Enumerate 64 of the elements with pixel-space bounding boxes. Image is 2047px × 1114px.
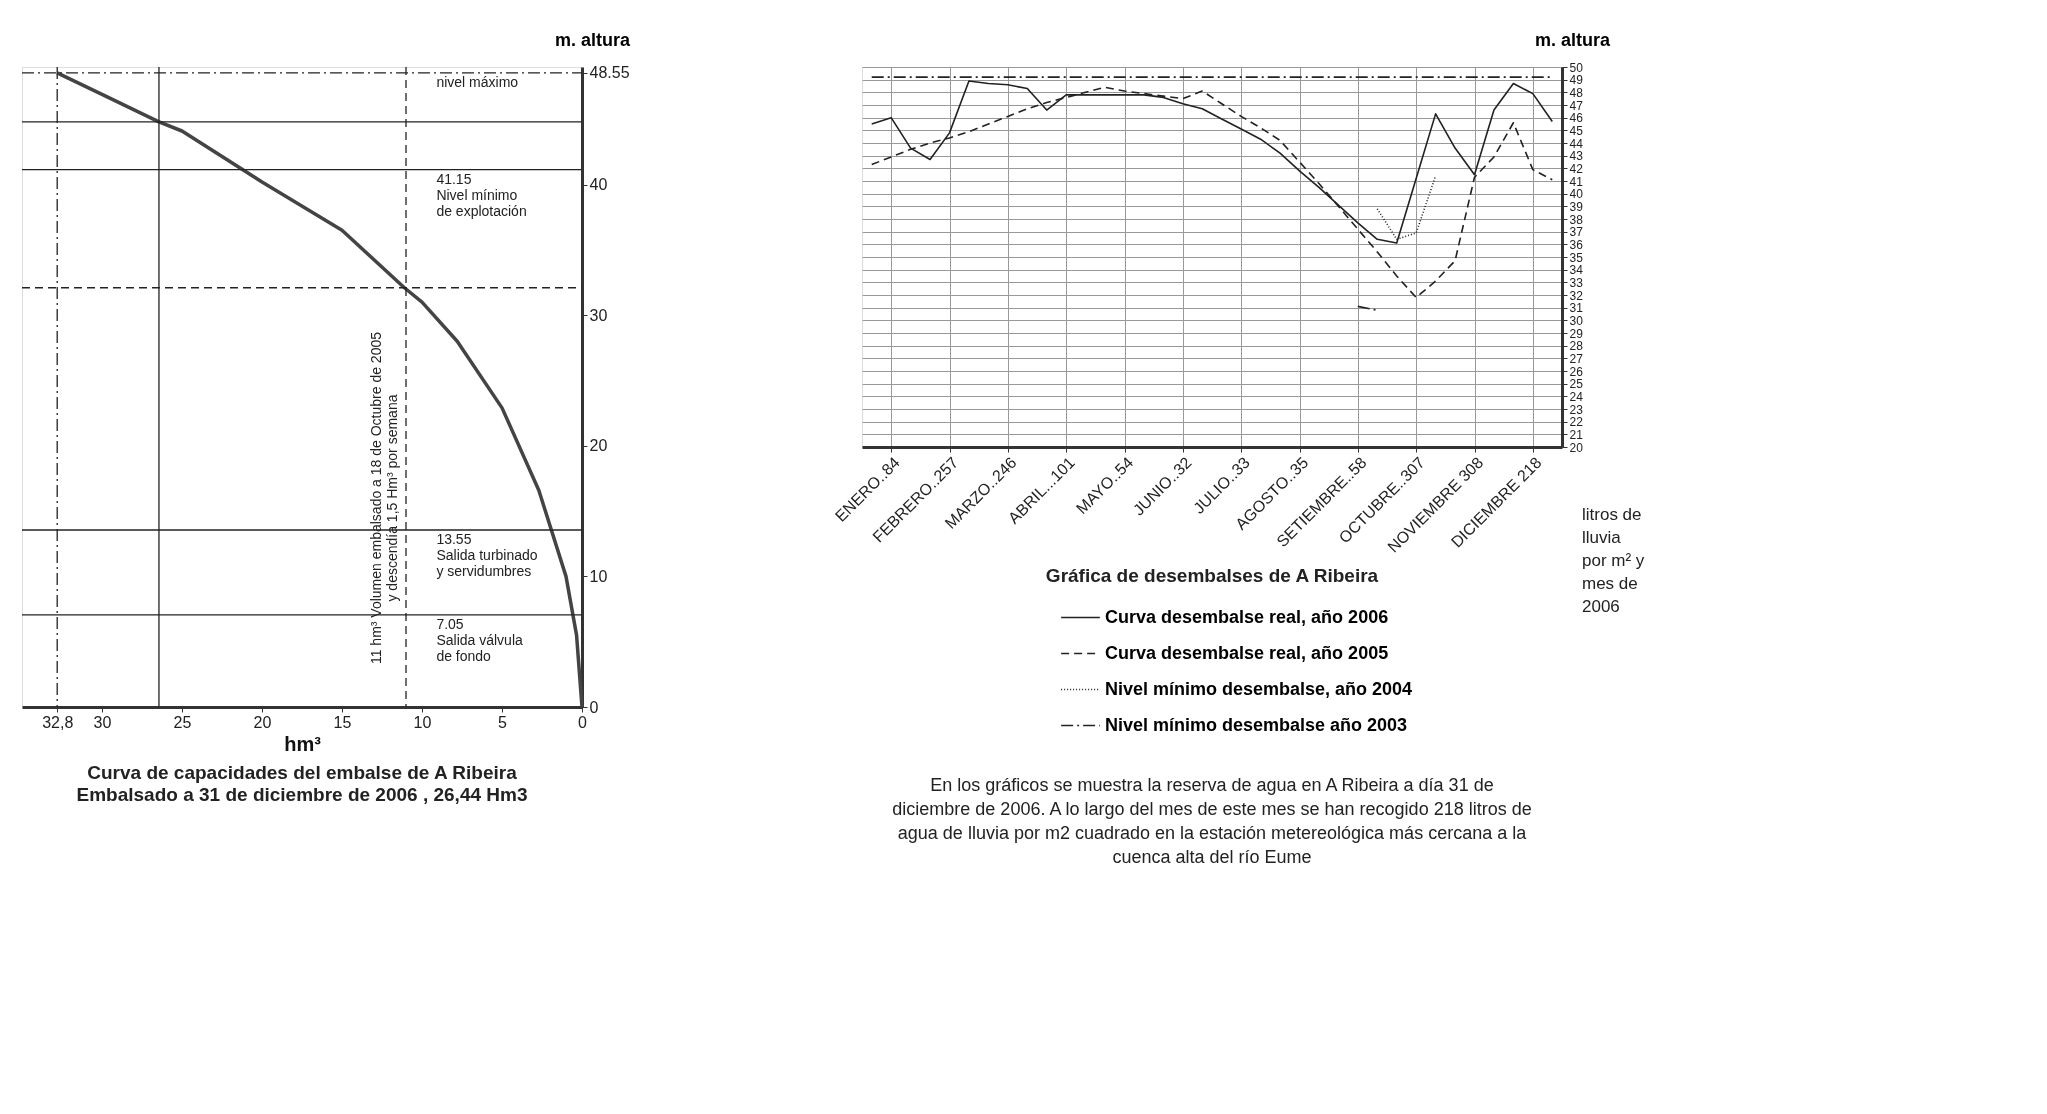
legend-label: Nivel mínimo desembalse año 2003 xyxy=(1105,714,1408,735)
y-tick-label: 40 xyxy=(1569,187,1584,202)
y-tick-label: 48.55 xyxy=(589,64,630,82)
x-tick-label: 0 xyxy=(578,713,588,731)
y-tick-label: 32 xyxy=(1569,288,1584,303)
y-tick-label: 28 xyxy=(1569,339,1584,354)
y-tick-label: 30 xyxy=(589,306,608,324)
x-axis-title: hm³ xyxy=(284,732,322,755)
ref-line-label: nivel máximo xyxy=(436,73,519,90)
y-tick-label: 21 xyxy=(1569,427,1584,442)
y-tick-label: 34 xyxy=(1569,263,1584,278)
y-tick-label: 20 xyxy=(589,437,608,455)
y-tick-label: 43 xyxy=(1569,149,1584,164)
annotation: 11 hm³ Volumen embalsado a 18 de Octubre de 2005 y descendía 1,5 Hm³ por semana xyxy=(368,331,400,665)
y-tick-label: 49 xyxy=(1569,73,1584,88)
y-tick-label: 23 xyxy=(1569,402,1584,417)
y-tick-label: 24 xyxy=(1569,389,1584,404)
legend-label: Curva desembalse real, año 2006 xyxy=(1105,606,1389,627)
ref-line-label: 41.15 Nivel mínimo de explotación xyxy=(436,170,527,219)
y-tick-label: 46 xyxy=(1569,111,1584,126)
text: Gráfica de desembalses de A Ribeira xyxy=(1045,565,1379,586)
x-tick-label: 25 xyxy=(173,713,192,731)
y-tick-label: 47 xyxy=(1569,98,1584,113)
y-tick-label: 41 xyxy=(1569,174,1584,189)
y-tick-label: 20 xyxy=(1569,440,1584,455)
x-tick-label: 5 xyxy=(498,713,508,731)
text: En los gráficos se muestra la reserva de agua en A Ribeira a día 31 de diciembre de 2006. A lo largo del mes de este mes se han recogido 218 litros de agua de lluvia por m2 cuadrado en la estación metereológica más cercana a la cuenca alta del río Eume xyxy=(892,775,1532,867)
x-tick-label: 10 xyxy=(413,713,432,731)
y-tick-label: 25 xyxy=(1569,377,1584,392)
y-tick-label: 39 xyxy=(1569,199,1584,214)
y-tick-label: 10 xyxy=(589,567,608,585)
text: Embalsado a 31 de diciembre de 2006 , 26,44 Hm3 xyxy=(76,784,528,805)
legend-label: Nivel mínimo desembalse, año 2004 xyxy=(1105,678,1413,699)
y-tick-label: 40 xyxy=(589,176,608,194)
text: Curva de capacidades del embalse de A Ribeira xyxy=(87,762,518,783)
line-series xyxy=(55,71,584,709)
y-tick-label: 42 xyxy=(1569,161,1584,176)
y-tick-label: 50 xyxy=(1569,60,1584,75)
y-tick-label: 35 xyxy=(1569,250,1584,265)
y-tick-label: 37 xyxy=(1569,225,1584,240)
x-tick-label: 15 xyxy=(333,713,352,731)
y-tick-label: 38 xyxy=(1569,212,1584,227)
y-tick-label: 22 xyxy=(1569,415,1584,430)
x-tick-label: 30 xyxy=(93,713,112,731)
y-axis-title: m. altura xyxy=(1534,29,1611,50)
y-tick-label: 33 xyxy=(1569,275,1584,290)
x-tick-label: 32,8 xyxy=(42,713,74,731)
y-tick-label: 44 xyxy=(1569,136,1584,151)
y-tick-label: 31 xyxy=(1569,301,1584,316)
y-tick-label: 0 xyxy=(589,698,599,716)
y-axis-title: m. altura xyxy=(554,29,631,50)
y-tick-label: 30 xyxy=(1569,313,1584,328)
y-tick-label: 29 xyxy=(1569,326,1584,341)
ref-line-label: 7.05 Salida válvula de fondo xyxy=(436,615,523,664)
y-tick-label: 36 xyxy=(1569,237,1584,252)
y-tick-label: 26 xyxy=(1569,364,1584,379)
y-tick-label: 27 xyxy=(1569,351,1584,366)
ref-line-label: 13.55 Salida turbinado y servidumbres xyxy=(436,531,538,580)
legend-label: Curva desembalse real, año 2005 xyxy=(1105,642,1389,663)
y-tick-label: 48 xyxy=(1569,85,1584,100)
x-tick-label: 20 xyxy=(253,713,272,731)
line-series xyxy=(1376,175,1437,241)
text: litros de lluvia por m² y mes de 2006 xyxy=(1582,505,1645,616)
y-tick-label: 45 xyxy=(1569,123,1584,138)
